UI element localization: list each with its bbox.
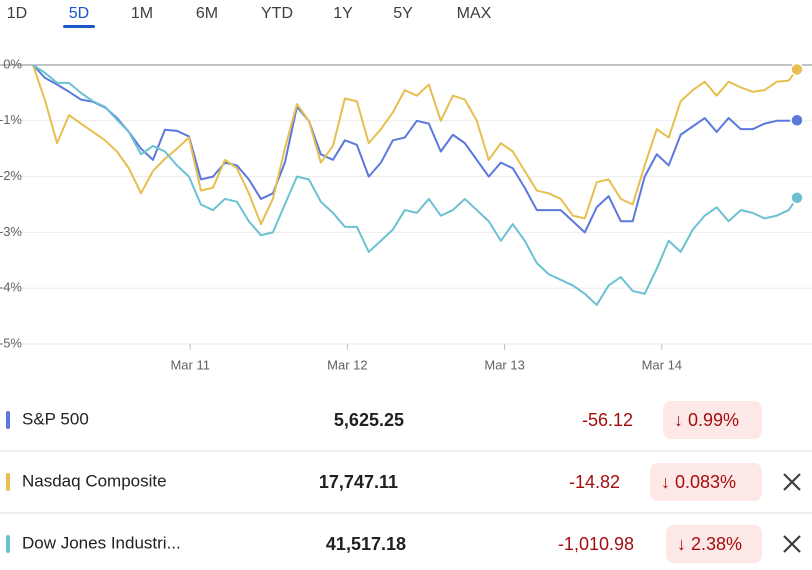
series-color-chip bbox=[6, 535, 10, 553]
range-tab[interactable]: 5D bbox=[69, 5, 89, 22]
range-tab[interactable]: 6M bbox=[196, 5, 218, 22]
change-pill bbox=[666, 525, 762, 563]
close-icon bbox=[783, 473, 801, 491]
down-arrow: ↓ bbox=[677, 534, 686, 554]
range-tab[interactable]: 1Y bbox=[333, 5, 353, 22]
series-name: S&P 500 bbox=[22, 409, 89, 428]
range-tabs: 1D 5D 1M 6M YTD 1Y 5Y MAX bbox=[7, 5, 492, 28]
change-percent: 0.083% bbox=[675, 472, 736, 492]
remove-button[interactable] bbox=[783, 535, 801, 553]
series-name: Dow Jones Industri... bbox=[22, 533, 181, 552]
price: 41,517.18 bbox=[326, 534, 406, 554]
range-tab[interactable]: 5Y bbox=[393, 5, 413, 22]
y-tick-label: -3% bbox=[0, 224, 22, 239]
price: 5,625.25 bbox=[334, 410, 404, 430]
y-tick-label: -2% bbox=[0, 168, 22, 183]
series-line bbox=[32, 64, 798, 234]
quote-row[interactable]: Dow Jones Industri... 41,517.18 -1,010.98 ↓… bbox=[6, 525, 801, 563]
change: -56.12 bbox=[582, 410, 633, 430]
range-tab[interactable]: 1D bbox=[7, 5, 27, 22]
end-dot bbox=[790, 113, 804, 127]
change: -14.82 bbox=[569, 472, 620, 492]
down-arrow: ↓ bbox=[674, 410, 683, 430]
grid: 0% -1% -2% -3% -4% -5% Mar 11 Mar 12 Mar 13 Mar 1… bbox=[0, 56, 812, 372]
series-line bbox=[32, 64, 798, 226]
x-tick-label: Mar 14 bbox=[642, 357, 682, 372]
quote-table: S&P 500 5,625.25 -56.12 ↓ 0.99%Nasdaq Compos… bbox=[0, 401, 812, 563]
series-name: Nasdaq Composite bbox=[22, 471, 167, 490]
price: 17,747.11 bbox=[319, 472, 398, 492]
y-tick-label: 0% bbox=[3, 56, 22, 71]
active-tab-underline bbox=[63, 25, 95, 28]
x-tick-label: Mar 13 bbox=[484, 357, 524, 372]
series-color-chip bbox=[6, 473, 10, 491]
series-line bbox=[32, 64, 798, 306]
y-tick-label: -5% bbox=[0, 335, 22, 350]
change-pill bbox=[663, 401, 762, 439]
quote-row[interactable]: Nasdaq Composite 17,747.11 -14.82 ↓ 0.083% bbox=[6, 463, 801, 501]
end-dot bbox=[790, 191, 804, 205]
y-tick-label: -1% bbox=[0, 112, 22, 127]
plot bbox=[32, 62, 804, 306]
close-icon bbox=[783, 535, 801, 553]
range-tab[interactable]: MAX bbox=[457, 5, 492, 22]
series-color-chip bbox=[6, 411, 10, 429]
end-dot bbox=[790, 62, 804, 77]
down-arrow: ↓ bbox=[661, 472, 670, 492]
quote-row[interactable]: S&P 500 5,625.25 -56.12 ↓ 0.99% bbox=[6, 401, 762, 439]
range-tab[interactable]: YTD bbox=[261, 5, 293, 22]
change: -1,010.98 bbox=[558, 534, 634, 554]
change-percent: 0.99% bbox=[688, 410, 739, 430]
y-tick-label: -4% bbox=[0, 280, 22, 295]
x-tick-label: Mar 12 bbox=[327, 357, 367, 372]
range-tab[interactable]: 1M bbox=[131, 5, 153, 22]
change-pill bbox=[650, 463, 762, 501]
change-percent: 2.38% bbox=[691, 534, 742, 554]
remove-button[interactable] bbox=[783, 473, 801, 491]
x-tick-label: Mar 11 bbox=[170, 357, 210, 372]
